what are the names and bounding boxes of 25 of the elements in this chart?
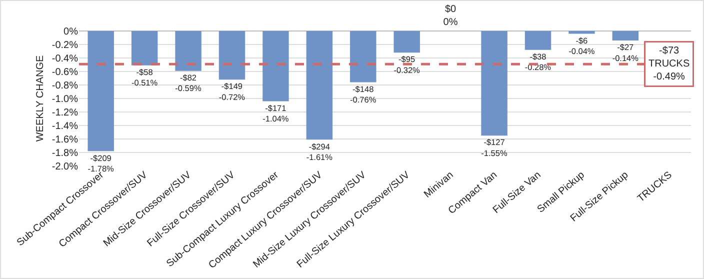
data-label: -$127 -1.55% [481,138,508,158]
y-tick-label: -0.2% [52,40,78,51]
data-label: -$27 -0.14% [612,43,640,63]
y-tick-label: 0% [64,26,78,38]
y-tick-label: -2.0% [52,162,78,172]
y-tick-label: -1.8% [52,148,78,159]
data-label: -$209 -1.78% [88,154,115,174]
data-label: -$148 -0.76% [350,84,377,105]
y-axis-title: WEEKLY CHANGE [34,55,46,142]
y-tick-label: -1.2% [52,108,78,118]
y-tick-label: -0.4% [52,54,78,64]
data-label: -$82 -0.59% [175,73,202,94]
data-label: -$95 -0.32% [394,55,421,75]
data-label: -$6 -0.04% [568,36,596,56]
data-label: -$171 -1.04% [262,104,290,124]
data-label: -$58 -0.51% [131,68,158,88]
y-tick-label: -0.6% [52,67,78,78]
ref-line-label: -$73 TRUCKS -0.49% [648,46,690,82]
y-tick-label: -1.6% [52,134,78,146]
y-tick-label: -1.4% [52,121,78,132]
data-label: -$294 -1.61% [306,142,334,162]
y-tick-label: -0.8% [52,80,78,92]
data-label: $0 0% [443,4,458,28]
y-tick-label: -1.0% [52,94,78,105]
data-label: -$149 -0.72% [218,82,246,102]
